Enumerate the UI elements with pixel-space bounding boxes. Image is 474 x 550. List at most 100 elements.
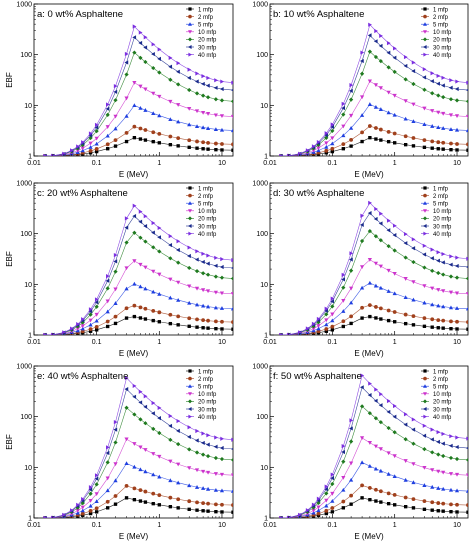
- data-point: [378, 447, 383, 452]
- data-point: [205, 112, 211, 116]
- data-point: [386, 501, 391, 506]
- legend-label: 10 mfp: [433, 392, 452, 398]
- y-tick-label: 1: [28, 333, 32, 340]
- data-point: [88, 133, 93, 138]
- legend-marker: [423, 392, 427, 396]
- data-point: [374, 387, 379, 392]
- data-point: [411, 60, 416, 65]
- data-point: [205, 126, 211, 130]
- data-point: [367, 464, 372, 468]
- data-point: [392, 414, 397, 419]
- data-point: [113, 494, 118, 498]
- data-point: [176, 418, 181, 424]
- data-point: [157, 310, 162, 315]
- data-point: [436, 110, 441, 115]
- data-point: [151, 308, 156, 313]
- data-point: [94, 506, 99, 511]
- data-point: [205, 470, 211, 475]
- data-point: [411, 237, 416, 242]
- data-point: [330, 304, 335, 309]
- data-point: [386, 425, 391, 431]
- data-point: [411, 280, 416, 285]
- data-point: [341, 309, 346, 313]
- data-point: [201, 110, 206, 115]
- data-point: [441, 289, 446, 294]
- data-point: [403, 477, 408, 482]
- data-point: [341, 319, 346, 324]
- x-axis-label: E (MeV): [119, 170, 149, 179]
- data-point: [455, 255, 460, 260]
- data-point: [422, 300, 427, 305]
- data-point: [88, 329, 93, 333]
- data-point: [201, 74, 206, 79]
- data-point: [168, 312, 173, 317]
- data-point: [341, 142, 346, 146]
- data-point: [94, 324, 99, 329]
- data-point: [138, 316, 143, 320]
- data-point: [379, 138, 383, 142]
- data-point: [105, 142, 110, 147]
- data-point: [436, 439, 440, 444]
- data-point: [430, 91, 435, 96]
- data-point: [105, 309, 110, 314]
- data-point: [378, 403, 383, 408]
- data-point: [330, 149, 335, 154]
- data-point: [436, 501, 441, 505]
- data-point: [373, 261, 379, 266]
- data-point: [187, 447, 192, 452]
- data-point: [94, 147, 99, 151]
- data-point: [168, 459, 173, 464]
- data-point: [187, 245, 192, 250]
- data-point: [157, 454, 162, 459]
- data-point: [386, 41, 391, 46]
- data-point: [403, 54, 408, 60]
- data-point: [465, 292, 468, 296]
- data-point: [449, 148, 453, 152]
- data-point: [403, 459, 408, 463]
- data-point: [465, 457, 468, 463]
- data-point: [305, 326, 310, 331]
- data-point: [213, 472, 218, 476]
- legend-marker: [188, 414, 192, 419]
- data-point: [324, 135, 329, 140]
- data-point: [201, 326, 205, 330]
- data-point: [403, 437, 408, 442]
- x-axis-label: E (MeV): [119, 532, 149, 541]
- data-point: [187, 87, 192, 93]
- data-point: [316, 316, 321, 322]
- y-tick-label: 1: [28, 154, 32, 161]
- data-point: [213, 263, 218, 268]
- data-point: [324, 131, 329, 136]
- data-point: [230, 306, 233, 311]
- data-point: [422, 324, 427, 328]
- data-point: [168, 142, 173, 147]
- data-point: [219, 306, 225, 310]
- data-point: [43, 153, 48, 156]
- data-point: [430, 268, 435, 273]
- data-point: [436, 509, 440, 513]
- data-point: [411, 68, 416, 74]
- data-point: [373, 234, 379, 239]
- data-point: [94, 318, 99, 323]
- legend-label: 2 mfp: [198, 194, 214, 200]
- legend-label: 10 mfp: [198, 392, 217, 398]
- x-tick-label: 10: [218, 522, 226, 529]
- data-point: [454, 98, 460, 103]
- legend-label: 2 mfp: [198, 15, 214, 21]
- data-point: [403, 134, 408, 139]
- data-point: [76, 321, 80, 327]
- data-point: [349, 97, 354, 102]
- legend-label: 1 mfp: [198, 186, 214, 192]
- data-point: [368, 135, 372, 140]
- data-point: [367, 228, 372, 234]
- data-point: [213, 290, 218, 295]
- data-point: [441, 140, 446, 145]
- data-point: [231, 327, 233, 331]
- data-point: [449, 319, 453, 324]
- data-point: [436, 452, 441, 457]
- data-point: [151, 318, 155, 323]
- data-point: [151, 139, 155, 144]
- data-point: [448, 487, 454, 492]
- data-point: [305, 148, 310, 153]
- y-axis-label: EBF: [5, 434, 14, 450]
